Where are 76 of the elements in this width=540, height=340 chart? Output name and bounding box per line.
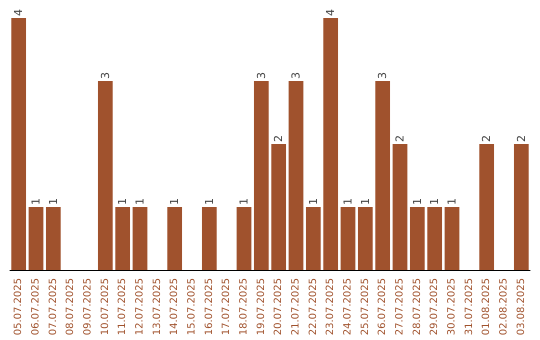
bar (375, 81, 390, 270)
x-tick-label: 14.07.2025 (169, 278, 180, 336)
x-tick-label: 28.07.2025 (412, 278, 423, 336)
bar (28, 207, 44, 270)
x-tick-label: 07.07.2025 (48, 278, 59, 336)
data-label: 3 (290, 72, 302, 79)
x-tick-label: 17.07.2025 (221, 278, 232, 336)
bar (167, 207, 182, 270)
bar (46, 207, 61, 270)
x-tick-label: 31.07.2025 (464, 278, 475, 336)
data-label: 3 (254, 72, 268, 79)
data-label: 4 (324, 9, 338, 16)
bar (202, 207, 217, 270)
data-label: 1 (306, 198, 320, 205)
bar (340, 207, 356, 270)
x-tick-label: 22.07.2025 (308, 278, 319, 336)
bar (236, 207, 252, 270)
data-label: 1 (30, 198, 42, 205)
bar (271, 144, 286, 270)
data-label: 2 (272, 135, 286, 142)
data-label: 4 (12, 9, 26, 16)
x-tick-label: 27.07.2025 (394, 278, 406, 336)
x-tick-label: 21.07.2025 (290, 278, 302, 336)
data-label: 1 (410, 198, 424, 205)
data-label: 2 (394, 135, 406, 142)
x-tick-label: 13.07.2025 (152, 278, 163, 336)
data-label: 1 (342, 198, 354, 205)
bar (427, 207, 442, 270)
data-label: 1 (358, 198, 372, 205)
bar (358, 207, 373, 270)
data-label: 3 (98, 72, 112, 79)
x-tick-label: 19.07.2025 (256, 278, 267, 336)
x-tick-label: 16.07.2025 (204, 278, 215, 336)
x-tick-label: 15.07.2025 (186, 278, 198, 336)
x-tick-label: 23.07.2025 (325, 278, 336, 336)
bar (254, 81, 269, 270)
x-tick-label: 20.07.2025 (273, 278, 284, 336)
x-tick-label: 08.07.2025 (65, 278, 76, 336)
bar (444, 207, 460, 270)
data-label: 2 (480, 135, 494, 142)
bar (115, 207, 130, 270)
data-label: 1 (134, 198, 146, 205)
x-tick-label: 09.07.2025 (82, 278, 94, 336)
bar (288, 81, 304, 270)
x-tick-label: 11.07.2025 (117, 278, 128, 336)
data-label: 1 (202, 198, 216, 205)
bar (410, 207, 425, 270)
x-tick-label: 24.07.2025 (342, 278, 354, 336)
data-label: 1 (238, 198, 250, 205)
data-label: 1 (428, 198, 442, 205)
bar (98, 81, 113, 270)
x-tick-label: 06.07.2025 (30, 278, 42, 336)
bar (306, 207, 321, 270)
x-tick-label: 30.07.2025 (446, 278, 458, 336)
data-label: 3 (376, 72, 390, 79)
bar (323, 18, 338, 270)
x-tick-label: 01.08.2025 (481, 278, 492, 336)
data-label: 1 (168, 198, 182, 205)
x-tick-label: 03.08.2025 (516, 278, 527, 336)
x-tick-label: 10.07.2025 (100, 278, 111, 336)
bar (132, 207, 148, 270)
bar (392, 144, 408, 270)
data-label: 1 (446, 198, 458, 205)
x-tick-label: 12.07.2025 (134, 278, 146, 336)
data-label: 2 (514, 135, 528, 142)
x-tick-label: 05.07.2025 (13, 278, 24, 336)
bar (514, 144, 529, 270)
x-tick-label: 02.08.2025 (498, 278, 510, 336)
x-tick-label: 29.07.2025 (429, 278, 440, 336)
x-tick-label: 25.07.2025 (360, 278, 371, 336)
x-tick-label: 18.07.2025 (238, 278, 250, 336)
data-label: 1 (116, 198, 130, 205)
bar (479, 144, 494, 270)
data-label: 1 (46, 198, 60, 205)
x-tick-label: 26.07.2025 (377, 278, 388, 336)
bar (11, 18, 26, 270)
